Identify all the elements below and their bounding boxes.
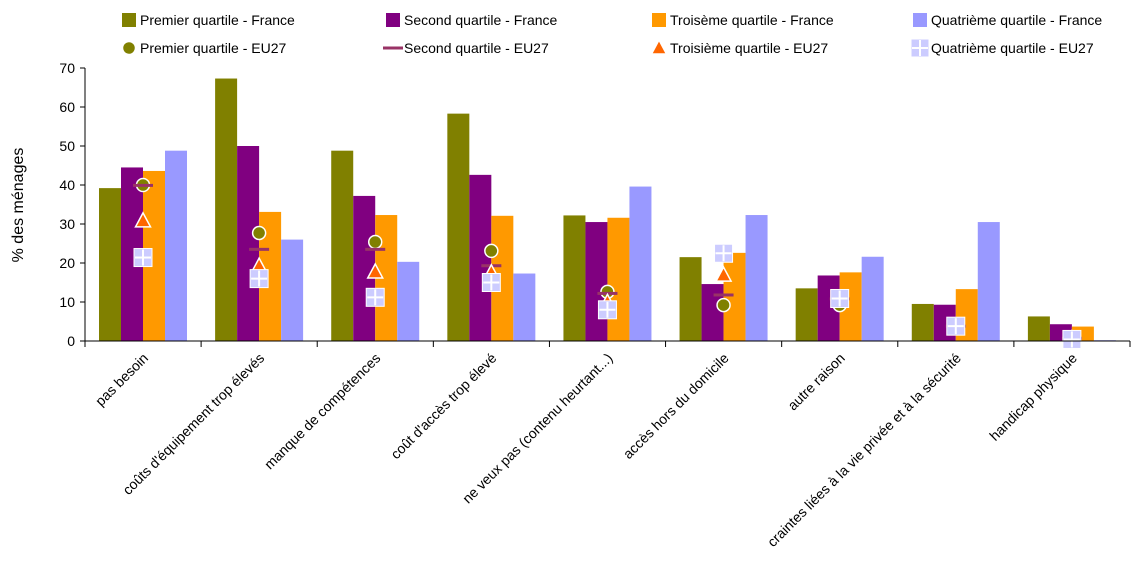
x-tick-label: coût d'accès trop élevé <box>387 350 499 462</box>
legend-item: Premier quartile - France <box>122 12 295 28</box>
legend-item: Quatrième quartile - EU27 <box>910 38 1094 58</box>
y-tick-label: 0 <box>67 333 75 349</box>
marker-triangle <box>650 38 668 55</box>
x-tick-label: craintes liées à la vie privée et à la s… <box>764 350 964 550</box>
bar <box>331 150 354 341</box>
marker-circle <box>367 234 383 250</box>
bar <box>121 167 143 341</box>
bar <box>795 288 818 341</box>
legend: Premier quartile - France Second quartile… <box>121 12 1102 58</box>
y-tick-label: 10 <box>59 294 75 310</box>
marker-dash <box>133 183 153 187</box>
x-tick-label: coûts d'équipement trop élevés <box>119 350 267 498</box>
marker-circle <box>251 225 267 241</box>
marker-triangle <box>366 262 384 279</box>
legend-label: Premier quartile - France <box>140 12 295 28</box>
bar <box>1027 316 1050 341</box>
legend-swatch <box>913 13 927 27</box>
legend-item: Troisième quartile - EU27 <box>650 38 828 56</box>
y-axis: % des ménages 0 10 20 30 40 50 60 70 <box>10 60 86 349</box>
bar <box>745 215 768 341</box>
marker-triangle <box>714 265 733 282</box>
marker-square <box>249 269 269 289</box>
bar <box>911 303 934 341</box>
marker-circle <box>121 40 137 56</box>
marker-square <box>1062 329 1082 349</box>
x-tick-label: accès hors du domicile <box>620 350 732 462</box>
legend-swatch <box>122 13 136 27</box>
bar <box>723 252 746 341</box>
x-tick-label: pas besoin <box>92 350 151 409</box>
y-tick-label: 20 <box>59 255 75 271</box>
bar <box>607 217 630 341</box>
legend-label: Quatrième quartile - France <box>931 12 1102 28</box>
marker-dash <box>249 247 270 251</box>
legend-label: Quatrième quartile - EU27 <box>931 40 1094 56</box>
bar <box>281 239 304 341</box>
bar <box>563 215 586 341</box>
legend-swatch <box>652 13 666 27</box>
legend-item: Second quartile - France <box>386 12 558 28</box>
bar <box>513 273 536 341</box>
marker-dash <box>365 247 386 251</box>
legend-item: Second quartile - EU27 <box>383 40 549 56</box>
legend-swatch <box>386 13 400 27</box>
bar <box>469 174 492 341</box>
plot-area <box>99 78 1116 349</box>
bar <box>353 195 376 341</box>
marker-square <box>133 248 153 268</box>
legend-label: Troisème quartile - France <box>670 12 834 28</box>
marker-circle <box>716 297 731 313</box>
marker-dash <box>713 293 734 297</box>
y-tick-label: 50 <box>59 138 75 154</box>
marker-triangle <box>134 211 152 228</box>
legend-label: Second quartile - EU27 <box>404 40 549 56</box>
legend-label: Troisième quartile - EU27 <box>670 40 828 56</box>
marker-square <box>365 287 385 307</box>
bar <box>99 188 121 341</box>
y-tick-label: 70 <box>59 60 75 76</box>
marker-square <box>714 243 734 263</box>
legend-item: Quatrième quartile - France <box>913 12 1102 28</box>
x-tick-label: autre raison <box>784 350 848 414</box>
x-tick-label: manque de compétences <box>261 350 383 472</box>
marker-square <box>481 273 501 292</box>
legend-item: Premier quartile - EU27 <box>121 40 286 56</box>
bar <box>679 257 702 341</box>
marker-square <box>910 38 930 58</box>
bar <box>977 222 1000 341</box>
x-tick-label: handicap physique <box>986 350 1080 444</box>
bar <box>259 211 282 341</box>
y-axis-label: % des ménages <box>10 148 27 263</box>
bar <box>447 113 470 341</box>
bar <box>397 261 420 341</box>
marker-square <box>946 316 966 336</box>
legend-label: Premier quartile - EU27 <box>140 40 286 56</box>
legend-label: Second quartile - France <box>404 12 558 28</box>
bar <box>237 146 260 341</box>
bar <box>165 150 187 341</box>
bar <box>629 186 652 341</box>
y-tick-label: 40 <box>59 177 75 193</box>
bar <box>215 78 238 341</box>
bar <box>701 284 724 341</box>
bar <box>143 170 165 341</box>
marker-dash <box>383 46 403 50</box>
legend-item: Troisème quartile - France <box>652 12 834 28</box>
y-tick-label: 60 <box>59 99 75 115</box>
bar <box>585 222 608 341</box>
marker-square <box>830 288 850 308</box>
bar <box>861 256 884 341</box>
marker-circle <box>484 243 499 259</box>
marker-square <box>597 300 617 320</box>
y-tick-label: 30 <box>59 216 75 232</box>
